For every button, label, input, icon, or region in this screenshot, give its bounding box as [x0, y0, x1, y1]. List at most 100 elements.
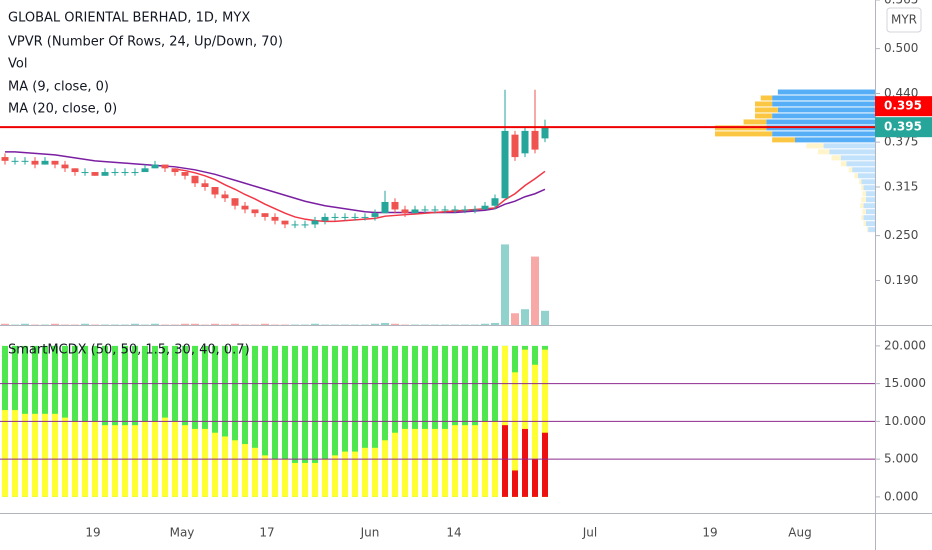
indicator-bar: [42, 413, 48, 497]
indicator-bar: [322, 459, 328, 497]
indicator-bar: [32, 413, 38, 497]
candle-body: [121, 172, 129, 174]
vpvr-up: [795, 137, 875, 143]
candle-body: [351, 216, 359, 218]
y-tick-label: 15.000: [884, 376, 926, 390]
indicator-bar: [362, 447, 368, 497]
volume-bar: [21, 323, 29, 326]
volume-bar: [141, 324, 149, 326]
candle-body: [521, 130, 529, 154]
candle-body: [161, 164, 169, 169]
volume-bar: [291, 324, 299, 326]
x-tick-label: Jul: [582, 526, 597, 540]
vpvr-up: [777, 107, 875, 113]
candle-body: [291, 224, 299, 226]
indicator-bar: [542, 432, 548, 497]
volume-bar: [381, 322, 389, 326]
candle-body: [461, 209, 469, 211]
candle-body: [231, 198, 239, 206]
legend: VPVR (Number Of Rows, 24, Up/Down, 70): [8, 35, 283, 50]
volume-bar: [101, 324, 109, 326]
candle-body: [141, 168, 149, 173]
volume-bar: [131, 323, 139, 326]
candle-body: [441, 209, 449, 211]
volume-bar: [461, 324, 469, 326]
vpvr-down: [861, 215, 864, 221]
vpvr-down: [861, 185, 864, 191]
vpvr-down: [755, 113, 773, 119]
indicator-bar: [512, 372, 518, 497]
y-tick-label: 0.190: [884, 273, 918, 287]
candle-body: [51, 160, 59, 165]
indicator-bar: [342, 451, 348, 497]
vpvr-up: [772, 95, 875, 101]
candle-body: [281, 220, 289, 225]
indicator-title: SmartMCDX (50, 50, 1.5, 30, 40, 0.7): [8, 343, 250, 358]
volume-bar: [471, 324, 479, 326]
x-tick-label: 14: [446, 526, 461, 540]
volume-bar: [361, 324, 369, 326]
vpvr-up: [863, 185, 875, 191]
indicator-bar: [12, 410, 18, 497]
volume-bar: [481, 323, 489, 326]
indicator-bar: [112, 425, 118, 497]
candle-body: [31, 160, 39, 165]
indicator-bar: [392, 432, 398, 497]
indicator-bar: [302, 462, 308, 497]
legend: MA (20, close, 0): [8, 102, 117, 117]
vpvr-up: [829, 149, 875, 155]
indicator-bar: [52, 413, 58, 497]
candle-body: [71, 168, 79, 173]
candle-body: [1, 157, 9, 161]
indicator-bar: [252, 447, 258, 497]
candle-body: [131, 172, 139, 174]
volume-bar: [541, 310, 549, 326]
vpvr-down: [817, 149, 830, 155]
currency[interactable]: MYR: [891, 13, 917, 27]
chart-title: GLOBAL ORIENTAL BERHAD, 1D, MYX: [8, 11, 250, 26]
volume-bar: [191, 323, 199, 326]
volume-bar: [331, 324, 339, 326]
vpvr-down: [862, 191, 866, 197]
candle-body: [541, 127, 549, 139]
volume-bar: [421, 324, 429, 326]
y-tick-label: 0.500: [884, 41, 918, 55]
candle-body: [531, 130, 539, 150]
volume-bar: [1, 323, 9, 326]
vpvr-up: [857, 173, 875, 179]
vpvr-down: [863, 221, 866, 227]
volume-bar: [521, 309, 529, 326]
volume-bar: [31, 324, 39, 326]
indicator-bar: [272, 459, 278, 497]
candle-body: [101, 172, 109, 176]
legend: Vol: [8, 57, 27, 72]
vpvr-down: [860, 203, 864, 209]
vpvr-down: [806, 143, 824, 149]
indicator-bar: [532, 459, 538, 497]
vpvr-up: [863, 203, 875, 209]
volume-bar: [531, 256, 539, 326]
y-tick-label: 5.000: [884, 452, 918, 466]
volume-bar: [321, 324, 329, 326]
indicator-bar: [202, 428, 208, 497]
candle-body: [41, 160, 49, 165]
currency-badge[interactable]: [886, 7, 922, 33]
indicator-bar: [192, 428, 198, 497]
indicator-bar: [132, 425, 138, 497]
vpvr-up: [766, 119, 875, 125]
vpvr-up: [865, 197, 875, 203]
volume-bar: [441, 324, 449, 326]
candle-body: [411, 209, 419, 214]
indicator-bar: [542, 349, 548, 497]
candle-body: [391, 201, 399, 210]
indicator-bar: [382, 440, 388, 497]
price-label-bg: [875, 96, 932, 117]
candle-body: [511, 134, 519, 158]
candle-body: [151, 164, 159, 169]
indicator-bar: [472, 425, 478, 497]
candle-body: [81, 172, 89, 174]
candle-body: [261, 213, 269, 217]
volume-bar: [231, 323, 239, 326]
vpvr-up: [823, 143, 875, 149]
